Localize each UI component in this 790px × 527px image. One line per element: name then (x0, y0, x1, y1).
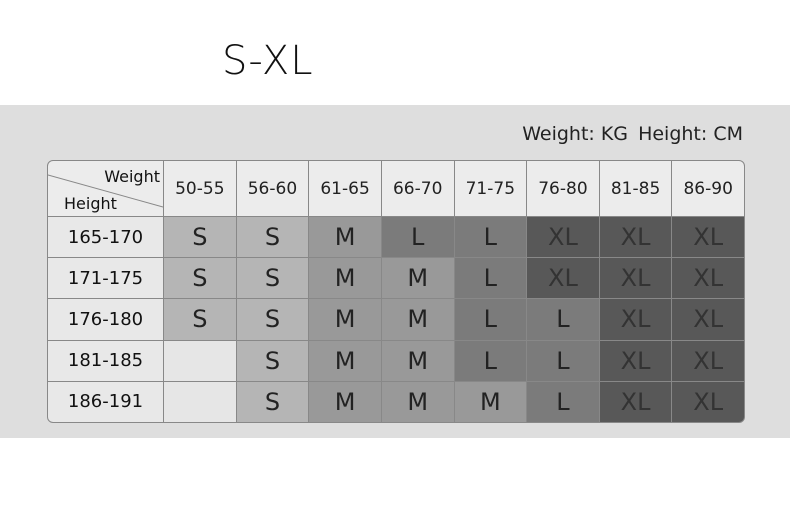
size-cell: L (454, 299, 527, 340)
size-cell: M (309, 381, 381, 422)
size-cell: XL (599, 381, 672, 422)
weight-axis-label: Weight (104, 167, 160, 186)
weight-header: 61-65 (309, 161, 381, 216)
size-cell: L (527, 299, 599, 340)
size-cell: XL (599, 299, 672, 340)
size-cell: S (236, 258, 309, 299)
height-header: 176-180 (48, 299, 163, 340)
size-cell: XL (527, 217, 599, 258)
chart-title: S-XL (222, 38, 314, 84)
weight-header: 76-80 (527, 161, 599, 216)
height-header: 165-170 (48, 217, 163, 258)
size-cell: L (454, 217, 527, 258)
size-cell: XL (672, 258, 744, 299)
size-cell: XL (599, 258, 672, 299)
weight-header: 56-60 (236, 161, 309, 216)
corner-header: Weight Height (48, 161, 163, 216)
size-cell (164, 381, 236, 422)
size-cell: L (527, 340, 599, 381)
size-cell: M (381, 299, 454, 340)
size-cell: XL (672, 299, 744, 340)
size-cell: M (309, 299, 381, 340)
size-cell: S (236, 381, 309, 422)
size-cell: S (236, 217, 309, 258)
weight-unit: Weight: KG (522, 123, 629, 145)
height-header: 186-191 (48, 381, 163, 422)
size-cell: S (236, 299, 309, 340)
size-chart-panel: Weight: KG Height: CM Weight Height 50-5… (0, 105, 790, 438)
height-header: 171-175 (48, 258, 163, 299)
size-cell: XL (527, 258, 599, 299)
size-cell: S (164, 217, 236, 258)
size-cell: L (454, 258, 527, 299)
height-unit: Height: CM (638, 123, 743, 145)
size-cell: XL (672, 340, 744, 381)
size-cell: XL (599, 217, 672, 258)
size-cell: S (164, 258, 236, 299)
size-cell: L (454, 340, 527, 381)
height-axis-label: Height (64, 194, 117, 213)
size-cell: M (454, 381, 527, 422)
size-cell: L (527, 381, 599, 422)
size-cell: XL (599, 340, 672, 381)
weight-header: 71-75 (454, 161, 527, 216)
size-cell: XL (672, 217, 744, 258)
size-cell: XL (672, 381, 744, 422)
size-cell: M (381, 381, 454, 422)
weight-header: 86-90 (672, 161, 744, 216)
size-cell: M (381, 340, 454, 381)
weight-header: 50-55 (164, 161, 236, 216)
size-cell: S (236, 340, 309, 381)
height-header: 181-185 (48, 340, 163, 381)
size-cell: M (381, 258, 454, 299)
weight-header: 81-85 (599, 161, 672, 216)
size-cell: M (309, 258, 381, 299)
weight-header: 66-70 (381, 161, 454, 216)
diagonal-divider (48, 174, 163, 208)
size-cell: M (309, 340, 381, 381)
size-cell: S (164, 299, 236, 340)
size-cell (164, 340, 236, 381)
size-table: Weight Height 50-55 56-60 61-65 66-70 71-75 7… (47, 160, 745, 423)
size-cell: L (381, 217, 454, 258)
size-cell: M (309, 217, 381, 258)
units-legend: Weight: KG Height: CM (518, 123, 743, 145)
